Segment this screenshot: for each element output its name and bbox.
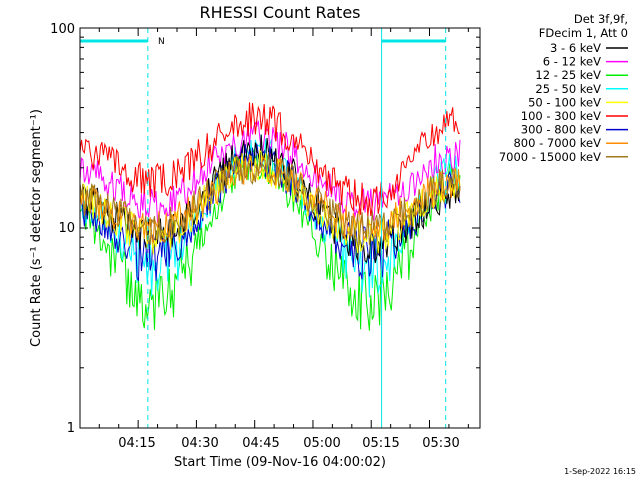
legend-header-line: Det 3f,9f, [574,12,628,26]
legend-label: 100 - 300 keV [521,109,601,123]
legend-header-line: FDecim 1, Att 0 [539,26,628,40]
axis-ticks [80,28,480,428]
y-axis-label: Count Rate (s⁻¹ detector segment⁻¹) [29,109,44,347]
legend-label: 800 - 7000 keV [513,136,601,150]
plot-area [79,27,481,429]
series-line [79,143,461,281]
series-line [79,152,461,246]
legend-label: 300 - 800 keV [521,123,601,137]
x-tick-label: 04:30 [181,436,218,451]
y-tick-labels: 1 10 100 [50,22,75,436]
series-layer [79,102,461,331]
y-tick-label: 10 [58,221,75,236]
legend-label: 6 - 12 keV [543,55,601,69]
x-tick-labels: 04:15 04:30 04:45 05:00 05:15 05:30 [118,436,459,451]
y-tick-label: 100 [50,22,75,37]
chart-title: RHESSI Count Rates [200,3,361,22]
series-line [79,153,461,244]
x-tick-label: 05:00 [303,436,340,451]
series-line [79,134,461,298]
x-axis-label: Start Time (09-Nov-16 04:00:02) [174,455,386,470]
legend-label: 25 - 50 keV [535,82,601,96]
night-annotation: N [158,37,165,47]
x-tick-label: 05:30 [422,436,459,451]
series-line [79,148,461,331]
legend-label: 3 - 6 keV [550,41,601,55]
series-line [79,102,461,216]
x-tick-label: 04:45 [242,436,279,451]
legend-label: 7000 - 15000 keV [499,150,601,164]
night-intervals [79,28,447,428]
series-line [79,120,461,223]
legend-label: 50 - 100 keV [528,95,601,109]
timestamp: 1-Sep-2022 16:15 [564,467,636,476]
x-tick-label: 04:15 [118,436,155,451]
legend-label: 12 - 25 keV [535,68,601,82]
x-tick-label: 05:15 [362,436,399,451]
y-tick-label: 1 [67,421,75,436]
